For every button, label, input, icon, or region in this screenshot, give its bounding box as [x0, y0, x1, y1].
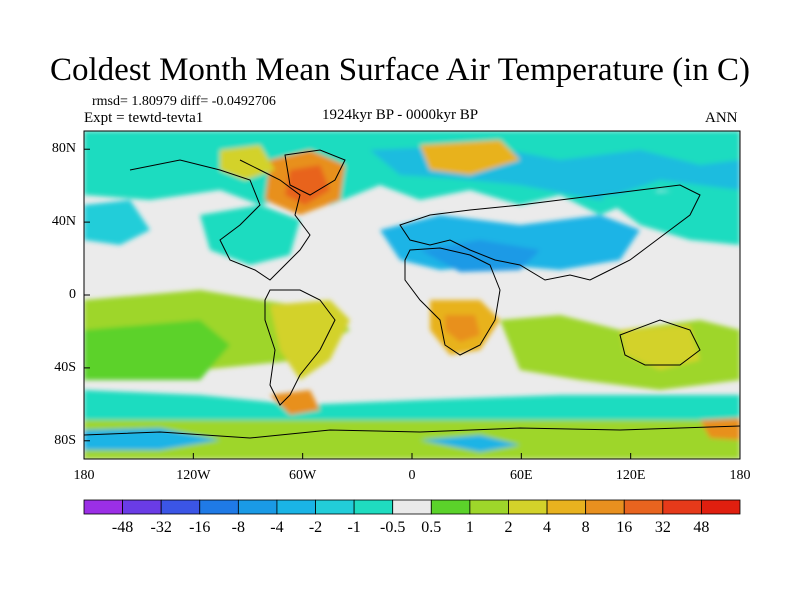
stats-line: rmsd= 1.80979 diff= -0.0492706 [92, 94, 276, 109]
colorbar-swatch [430, 499, 471, 515]
temperature-field [84, 131, 740, 459]
colorbar-swatch [276, 499, 316, 515]
colorbar-label: -32 [150, 519, 172, 536]
x-axis-ticks [83, 453, 741, 459]
colorbar-label: 4 [543, 519, 552, 536]
x-tick-label: 120W [176, 468, 211, 483]
coastlines [84, 149, 740, 439]
y-tick-label: 40S [54, 359, 76, 375]
colorbar-swatch [508, 499, 548, 515]
colorbar-label: 16 [616, 519, 633, 536]
colorbar-swatch [701, 499, 741, 515]
x-tick-label: 180 [729, 468, 751, 483]
x-tick-label: 60E [510, 468, 533, 483]
colorbar-label: -8 [231, 519, 245, 536]
experiment-label: Expt = tewtd-tevta1 [84, 110, 204, 126]
colorbar-label: -16 [189, 519, 211, 536]
colorbar-label: 32 [654, 519, 671, 536]
colorbar-label: 48 [693, 519, 710, 536]
figure-title: Coldest Month Mean Surface Air Temperatu… [50, 52, 750, 88]
period-label: 1924kyr BP - 0000kyr BP [322, 107, 479, 123]
x-tick-label: 120E [615, 468, 646, 483]
colorbar-label: -48 [111, 519, 134, 536]
colorbar-label: 1 [465, 519, 474, 536]
x-tick-label: 0 [408, 468, 416, 483]
colorbar-swatch [122, 499, 162, 515]
colorbar-label: -0.5 [380, 519, 406, 536]
season-label: ANN [705, 110, 738, 126]
y-tick-label: 40N [51, 214, 76, 230]
colorbar-swatch [315, 499, 355, 515]
x-tick-label: 180 [73, 468, 95, 483]
colorbar-swatch [623, 499, 664, 515]
colorbar-label: -1 [347, 519, 361, 536]
colorbar-label: 2 [504, 519, 513, 536]
colorbar-label: 8 [581, 519, 590, 536]
colorbar-swatch [585, 499, 625, 515]
colorbar-label: -4 [270, 519, 284, 536]
colorbar-swatch [199, 499, 239, 515]
colorbar-label: 0.5 [421, 519, 442, 536]
colorbar-swatch [469, 499, 509, 515]
colorbar [83, 499, 741, 515]
y-tick-label: 80N [51, 141, 76, 157]
y-tick-label: 0 [69, 287, 76, 302]
colorbar-swatch [392, 499, 432, 515]
colorbar-swatch [160, 499, 201, 515]
colorbar-label: -2 [308, 519, 323, 536]
colorbar-swatch [83, 499, 123, 515]
colorbar-swatch [662, 499, 702, 515]
x-tick-label: 60W [289, 468, 317, 483]
colorbar-swatch [237, 499, 278, 515]
colorbar-swatch [546, 499, 587, 515]
y-axis-ticks [84, 148, 90, 442]
y-tick-label: 80S [54, 432, 76, 448]
colorbar-swatch [353, 499, 394, 515]
